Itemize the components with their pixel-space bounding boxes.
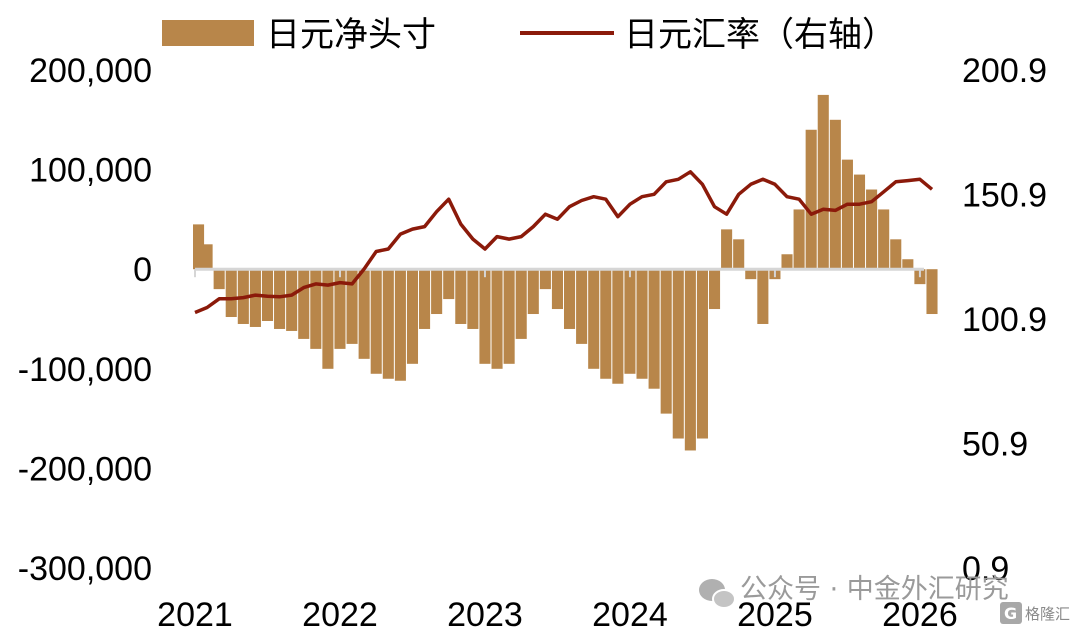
x-axis: 2021 2022 2023 2024 2025 2026	[157, 596, 958, 633]
bar	[564, 269, 576, 329]
y-left-tick-label: -100,000	[18, 351, 152, 389]
x-tick-label: 2024	[592, 596, 668, 633]
bar	[672, 269, 684, 439]
bar	[757, 269, 769, 324]
bar	[878, 209, 890, 270]
bar	[503, 269, 515, 364]
y-left-axis: 200,000 100,000 0 -100,000 -200,000 -300,000	[18, 52, 152, 588]
bar	[322, 269, 334, 369]
bar	[781, 254, 793, 270]
watermark-text: 公众号 · 中金外汇研究	[740, 574, 1009, 605]
y-right-axis: 200.9 150.9 100.9 50.9 0.9	[962, 52, 1047, 588]
bar	[926, 269, 938, 315]
bar	[612, 269, 624, 384]
y-left-tick-label: 200,000	[29, 52, 152, 90]
legend-label-line: 日元汇率（右轴）	[624, 15, 896, 55]
bar	[829, 119, 841, 270]
bar	[455, 269, 467, 324]
bar	[708, 269, 721, 310]
y-right-tick-label: 50.9	[962, 426, 1028, 464]
y-left-tick-label: 100,000	[29, 152, 152, 190]
bar	[890, 239, 902, 270]
gelonghui-logo: G 格隆汇	[1000, 602, 1070, 624]
legend-label-bar: 日元净头寸	[266, 15, 436, 55]
bar	[406, 269, 419, 364]
legend-swatch-bar	[162, 20, 254, 46]
bar	[491, 269, 503, 369]
line-series	[194, 170, 934, 315]
bar	[431, 269, 443, 315]
y-left-tick-label: 0	[133, 251, 152, 289]
logo-mark: G	[1004, 604, 1017, 623]
y-right-tick-label: 100.9	[962, 301, 1047, 339]
bar	[334, 269, 346, 349]
bar	[419, 269, 431, 329]
bar	[684, 269, 696, 451]
bar	[394, 269, 406, 381]
x-tick-label: 2022	[302, 596, 378, 633]
bar	[551, 269, 563, 310]
bar	[745, 269, 757, 280]
bar	[225, 269, 237, 318]
bar	[733, 239, 745, 270]
bar	[274, 269, 286, 329]
bar	[346, 269, 358, 344]
y-left-tick-label: -200,000	[18, 450, 152, 488]
bar	[805, 129, 817, 270]
zero-line-ticks	[194, 269, 921, 278]
bar	[213, 269, 225, 290]
bar-series	[193, 94, 938, 451]
bar	[515, 269, 527, 339]
bar	[660, 269, 672, 414]
bar	[624, 269, 636, 374]
legend: 日元净头寸 日元汇率（右轴）	[162, 15, 896, 55]
bar	[310, 269, 322, 349]
bar	[576, 269, 588, 344]
bar	[696, 269, 708, 439]
bar	[527, 269, 539, 315]
bar	[866, 189, 878, 270]
bar	[370, 269, 382, 374]
bar	[201, 244, 213, 270]
bar	[286, 269, 298, 331]
bar	[817, 94, 829, 270]
y-right-tick-label: 0.9	[962, 550, 1009, 588]
bar	[648, 269, 660, 389]
bar	[358, 269, 370, 359]
bar	[298, 269, 310, 339]
bar	[841, 159, 853, 270]
x-tick-label: 2025	[737, 596, 813, 633]
x-tick-label: 2021	[157, 596, 233, 633]
x-tick-label: 2026	[882, 596, 958, 633]
bar	[382, 269, 394, 379]
bar	[539, 269, 551, 290]
bar	[588, 269, 600, 369]
bar	[636, 269, 648, 379]
wechat-icon	[699, 579, 736, 609]
logo-text: 格隆汇	[1025, 605, 1070, 623]
bar	[193, 224, 205, 270]
bar	[443, 269, 455, 300]
bar	[600, 269, 612, 379]
bar	[902, 259, 914, 270]
x-tick-label: 2023	[447, 596, 523, 633]
bar	[721, 229, 733, 270]
bar	[249, 269, 261, 327]
y-right-tick-label: 150.9	[962, 177, 1047, 215]
bar	[793, 209, 805, 270]
y-right-tick-label: 200.9	[962, 52, 1047, 90]
y-left-tick-label: -300,000	[18, 550, 152, 588]
bar	[467, 269, 479, 329]
bar	[853, 174, 866, 270]
bar	[479, 269, 491, 364]
watermark: 公众号 · 中金外汇研究 G 格隆汇	[699, 574, 1070, 624]
